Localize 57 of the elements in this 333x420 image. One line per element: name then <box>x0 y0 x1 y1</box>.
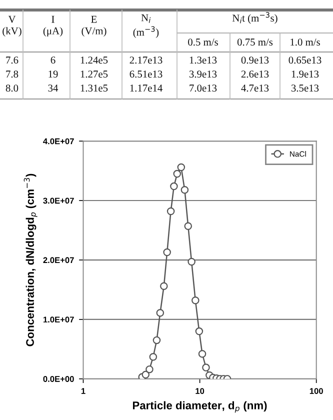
text: 1.0 m/s <box>290 38 320 46</box>
text: 2.6e13 <box>241 70 269 78</box>
y-tick-label: 0.0E+00 <box>43 376 74 382</box>
y-tick-label: 3.0E+07 <box>43 198 74 204</box>
text: 0.5 m/s <box>188 38 218 46</box>
text: N$_{i}$ (m$^{−3}$) <box>133 14 159 38</box>
point <box>192 296 200 304</box>
text: 0.65e13 <box>288 56 322 64</box>
point <box>166 207 175 216</box>
point <box>173 170 182 178</box>
text: 6.51e13 <box>130 70 162 78</box>
y-tick-label: 4.0E+07 <box>43 138 74 144</box>
text: 4.7e13 <box>241 84 269 92</box>
text: 1.9e13 <box>292 70 319 78</box>
point <box>195 327 204 336</box>
text: V (kV) <box>2 16 22 37</box>
point <box>149 352 158 361</box>
x-axis-title: Particle diameter, d$_{p}$ (nm) <box>132 401 267 413</box>
text: 19 <box>48 70 58 78</box>
point <box>180 186 189 194</box>
text: 3.9e13 <box>189 70 217 78</box>
text: 3.5e13 <box>291 84 319 92</box>
point <box>156 308 164 317</box>
x-tick-label: 1 <box>81 388 86 394</box>
point <box>152 336 161 344</box>
point <box>163 248 171 256</box>
text: 0.75 m/s <box>237 38 273 46</box>
text: N$_{i}$t (m$^{−3}$s) <box>232 12 278 24</box>
point <box>170 182 178 190</box>
text: 8.0 <box>6 84 18 92</box>
text: 6 <box>50 56 56 64</box>
text: 1.17e14 <box>130 84 162 92</box>
point <box>160 282 168 290</box>
text: E (V/m) <box>82 16 106 37</box>
point <box>202 364 210 372</box>
x-tick-label: 10 <box>196 388 204 394</box>
text: 34 <box>48 84 58 92</box>
text: 7.0e13 <box>190 84 217 92</box>
text: I (μA) <box>43 16 63 37</box>
y-axis-title: Concentration, dN/dlogd$_{p}$ (cm$^{−3}$) <box>24 174 38 346</box>
point <box>198 350 206 358</box>
point <box>142 370 150 379</box>
text: 7.6 <box>6 56 18 64</box>
text: 1.24e5 <box>80 56 108 64</box>
text: 1.27e5 <box>80 70 108 78</box>
text: 0.9e13 <box>241 56 269 64</box>
point <box>146 365 154 374</box>
point <box>184 222 192 230</box>
text: 2.17e13 <box>130 56 162 64</box>
text: 1.31e5 <box>80 84 108 92</box>
text: 7.8 <box>6 70 18 78</box>
x-tick-label: 100 <box>310 388 323 394</box>
text: 1.3e13 <box>190 56 217 64</box>
y-tick-label: 2.0E+07 <box>43 257 74 264</box>
y-tick-label: 1.0E+07 <box>43 316 74 323</box>
point <box>177 163 186 172</box>
point <box>188 258 196 266</box>
